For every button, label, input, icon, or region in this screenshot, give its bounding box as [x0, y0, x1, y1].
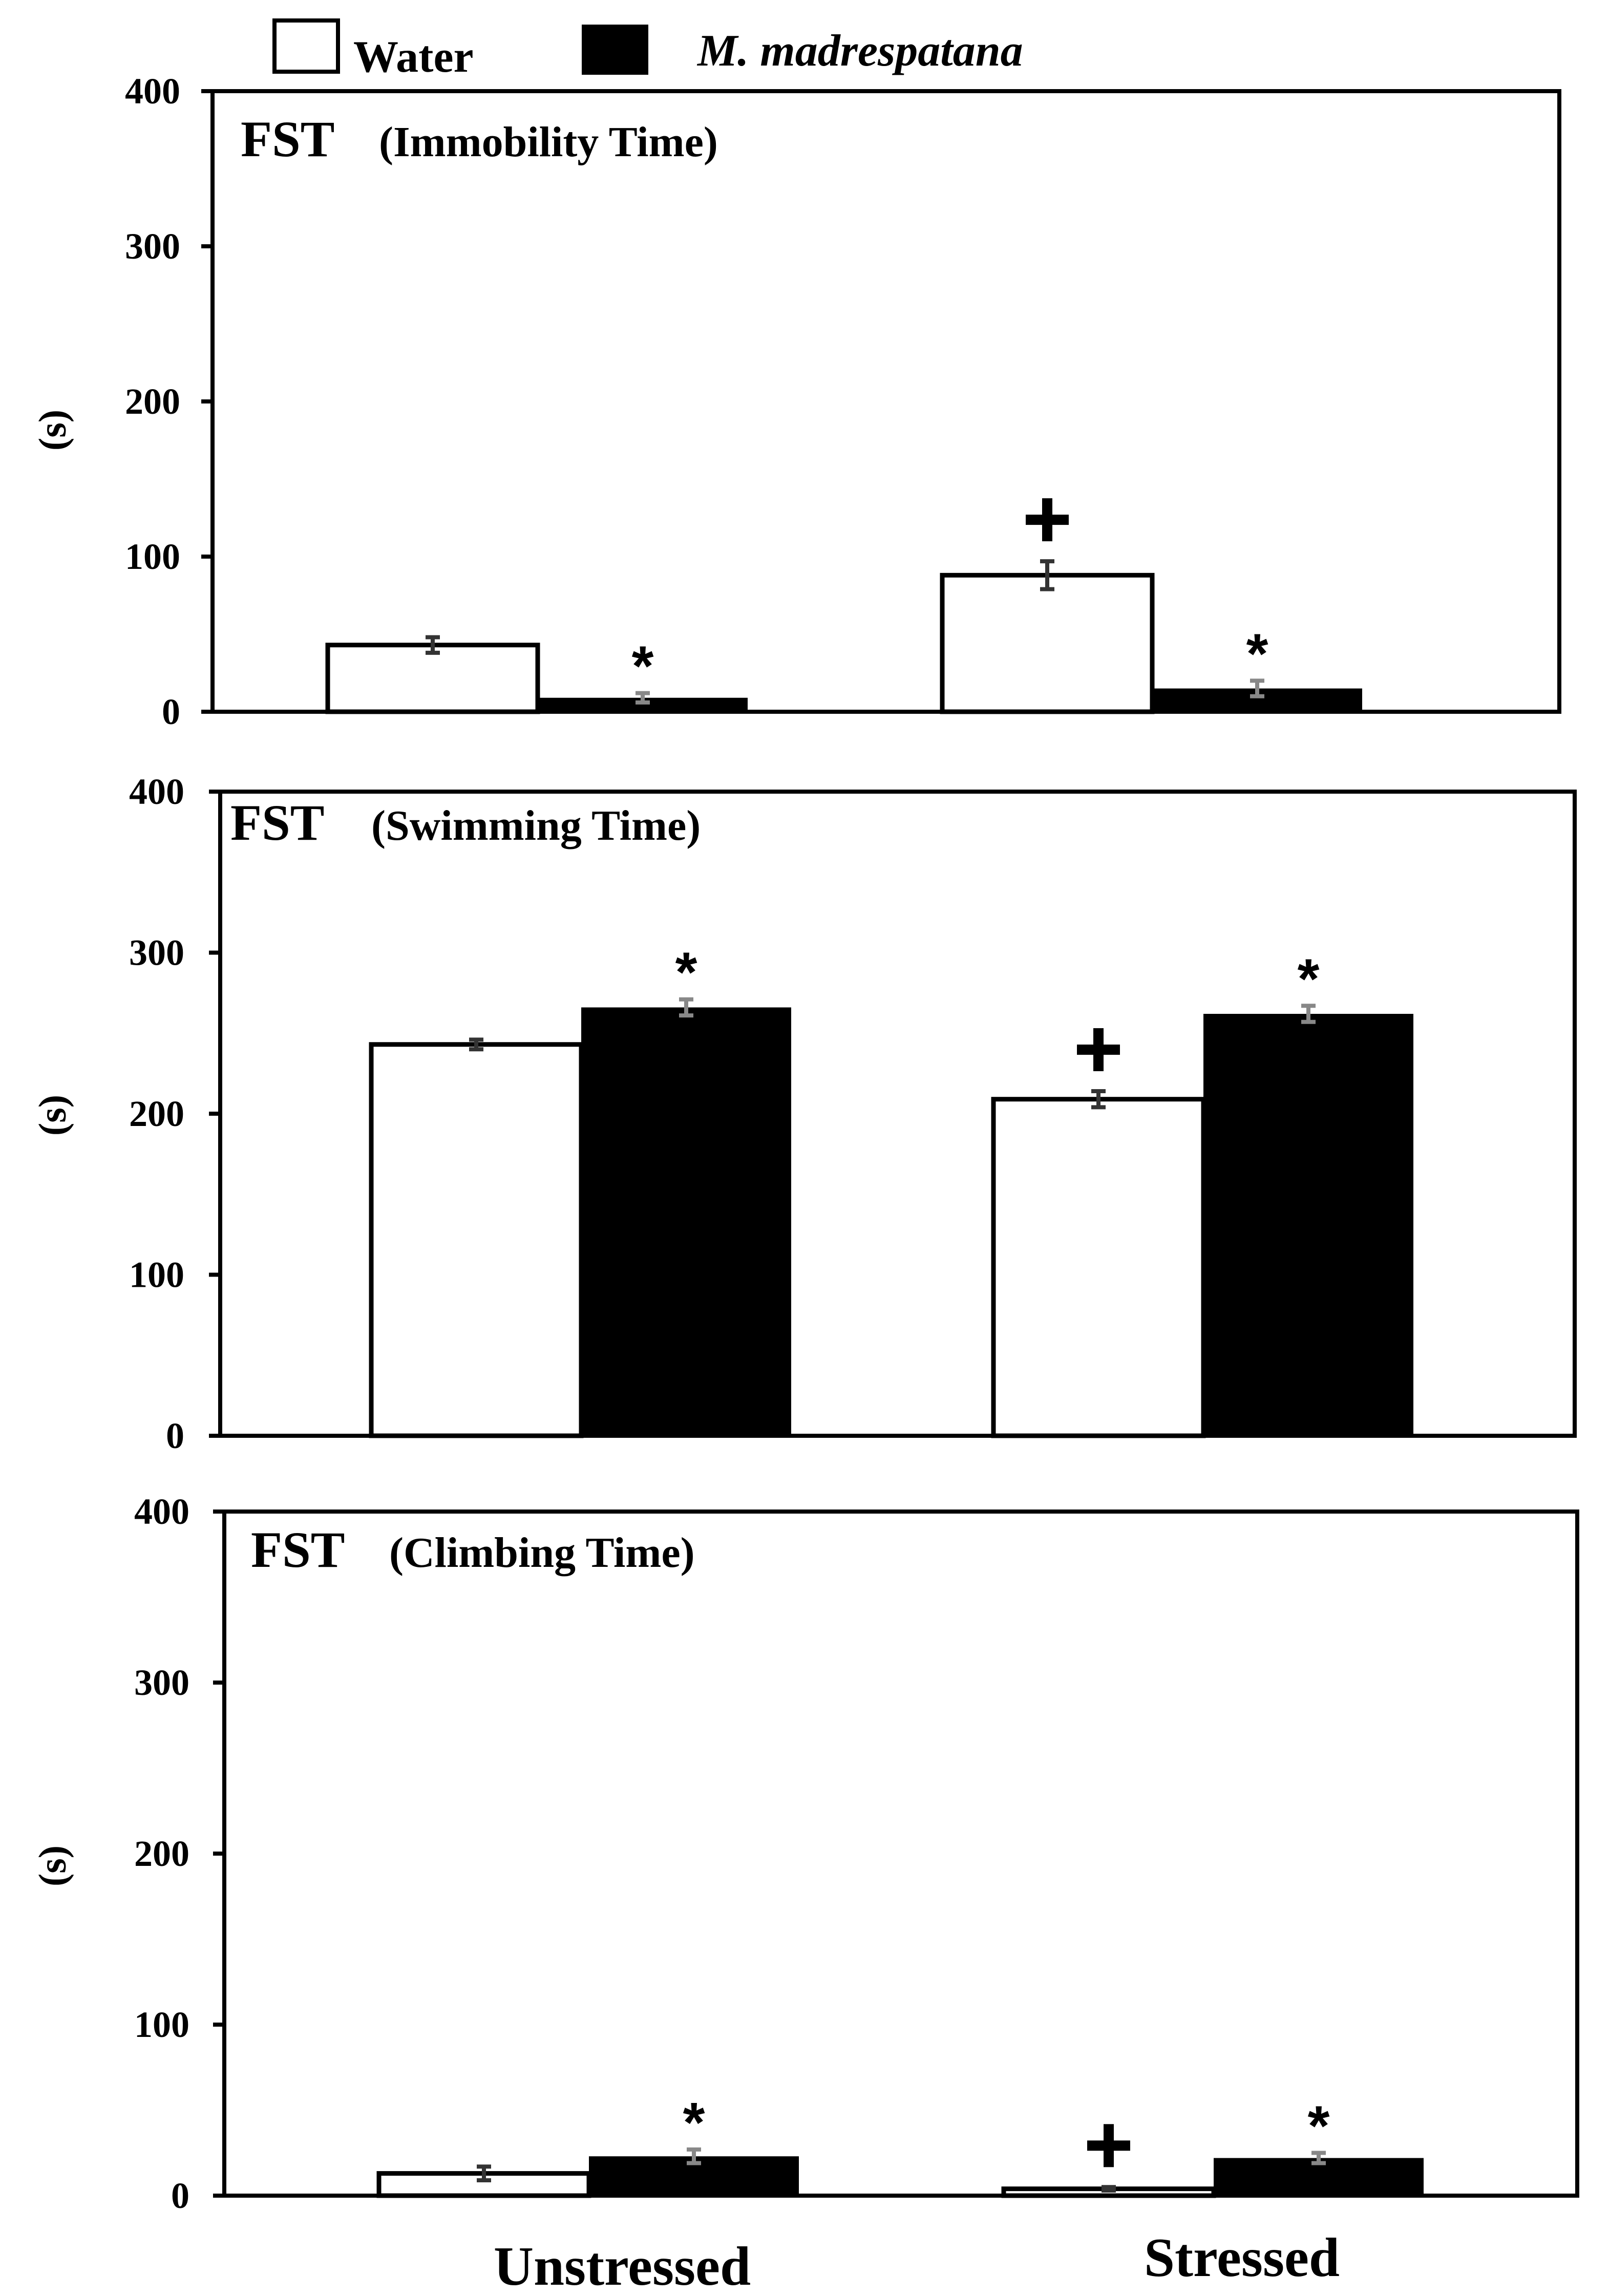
- panel-title-sub: (Climbing Time): [389, 1529, 695, 1577]
- significance-asterisk: *: [1298, 947, 1320, 1010]
- panel-title-main: FST: [241, 111, 334, 167]
- y-tick-label: 0: [162, 691, 180, 732]
- significance-asterisk: *: [675, 941, 697, 1004]
- bar-m-madrespatana-stressed: [1203, 1014, 1413, 1436]
- y-axis-label: (s): [31, 1845, 74, 1886]
- bar-m-madrespatana-unstressed: [581, 1007, 791, 1436]
- significance-asterisk: *: [683, 2091, 705, 2154]
- y-tick-label: 200: [125, 381, 180, 422]
- y-tick-label: 0: [166, 1415, 184, 1456]
- y-tick-label: 100: [134, 2004, 189, 2045]
- panel-title-main: FST: [230, 794, 324, 851]
- y-tick-label: 300: [129, 932, 184, 973]
- y-tick-label: 300: [134, 1662, 189, 1703]
- y-tick-label: 400: [125, 71, 180, 112]
- legend-swatch-m-madrespatana: [582, 25, 648, 75]
- significance-plus-icon: [1087, 2124, 1130, 2167]
- y-tick-label: 100: [125, 536, 180, 577]
- legend: Water M. madrespatana: [272, 18, 1023, 82]
- significance-plus-icon: [1077, 1028, 1120, 1071]
- plot-frame: [222, 1510, 1579, 2198]
- y-tick-label: 0: [171, 2175, 189, 2216]
- plot-frame: [210, 89, 1561, 714]
- panel-title-sub: (Swimming Time): [371, 802, 701, 849]
- x-category-label-stressed: Stressed: [1144, 2227, 1340, 2288]
- bar-group: * *: [376, 2091, 1424, 2198]
- bar-water-unstressed: [325, 643, 540, 714]
- legend-label-water: Water: [353, 32, 474, 82]
- y-tick-label: 200: [129, 1093, 184, 1134]
- significance-asterisk: *: [632, 635, 654, 698]
- bar-water-unstressed: [369, 1042, 584, 1438]
- legend-label-m-madrespatana: M. madrespatana: [696, 26, 1023, 76]
- x-category-label-unstressed: Unstressed: [494, 2236, 751, 2296]
- significance-asterisk: *: [1308, 2095, 1330, 2158]
- y-tick-label: 200: [134, 1833, 189, 1874]
- y-axis-label: (s): [31, 410, 74, 451]
- y-axis-ticks: 0 100 200 300 400: [134, 1491, 224, 2216]
- bar-group: * *: [369, 941, 1413, 1438]
- y-tick-label: 100: [129, 1255, 184, 1295]
- bar-water-stressed: [991, 1097, 1206, 1438]
- y-tick-label: 400: [134, 1491, 189, 1532]
- panel-title-main: FST: [251, 1521, 345, 1578]
- bar-group: * *: [325, 498, 1362, 714]
- y-tick-label: 300: [125, 226, 180, 267]
- y-axis-label: (s): [31, 1095, 74, 1136]
- panel-title-sub: (Immobility Time): [379, 118, 718, 166]
- bar-water-stressed: [940, 572, 1155, 714]
- y-tick-label: 400: [129, 771, 184, 812]
- significance-asterisk: *: [1246, 622, 1268, 685]
- panel-immobility: FST (Immobility Time) (s) 0100200300400 …: [31, 71, 1561, 732]
- y-axis-ticks: 0 100 200 300 400: [129, 771, 220, 1456]
- significance-plus-icon: [1026, 498, 1069, 542]
- legend-swatch-water: [272, 18, 340, 74]
- y-axis-ticks: 0 100 200 300 400: [125, 71, 213, 732]
